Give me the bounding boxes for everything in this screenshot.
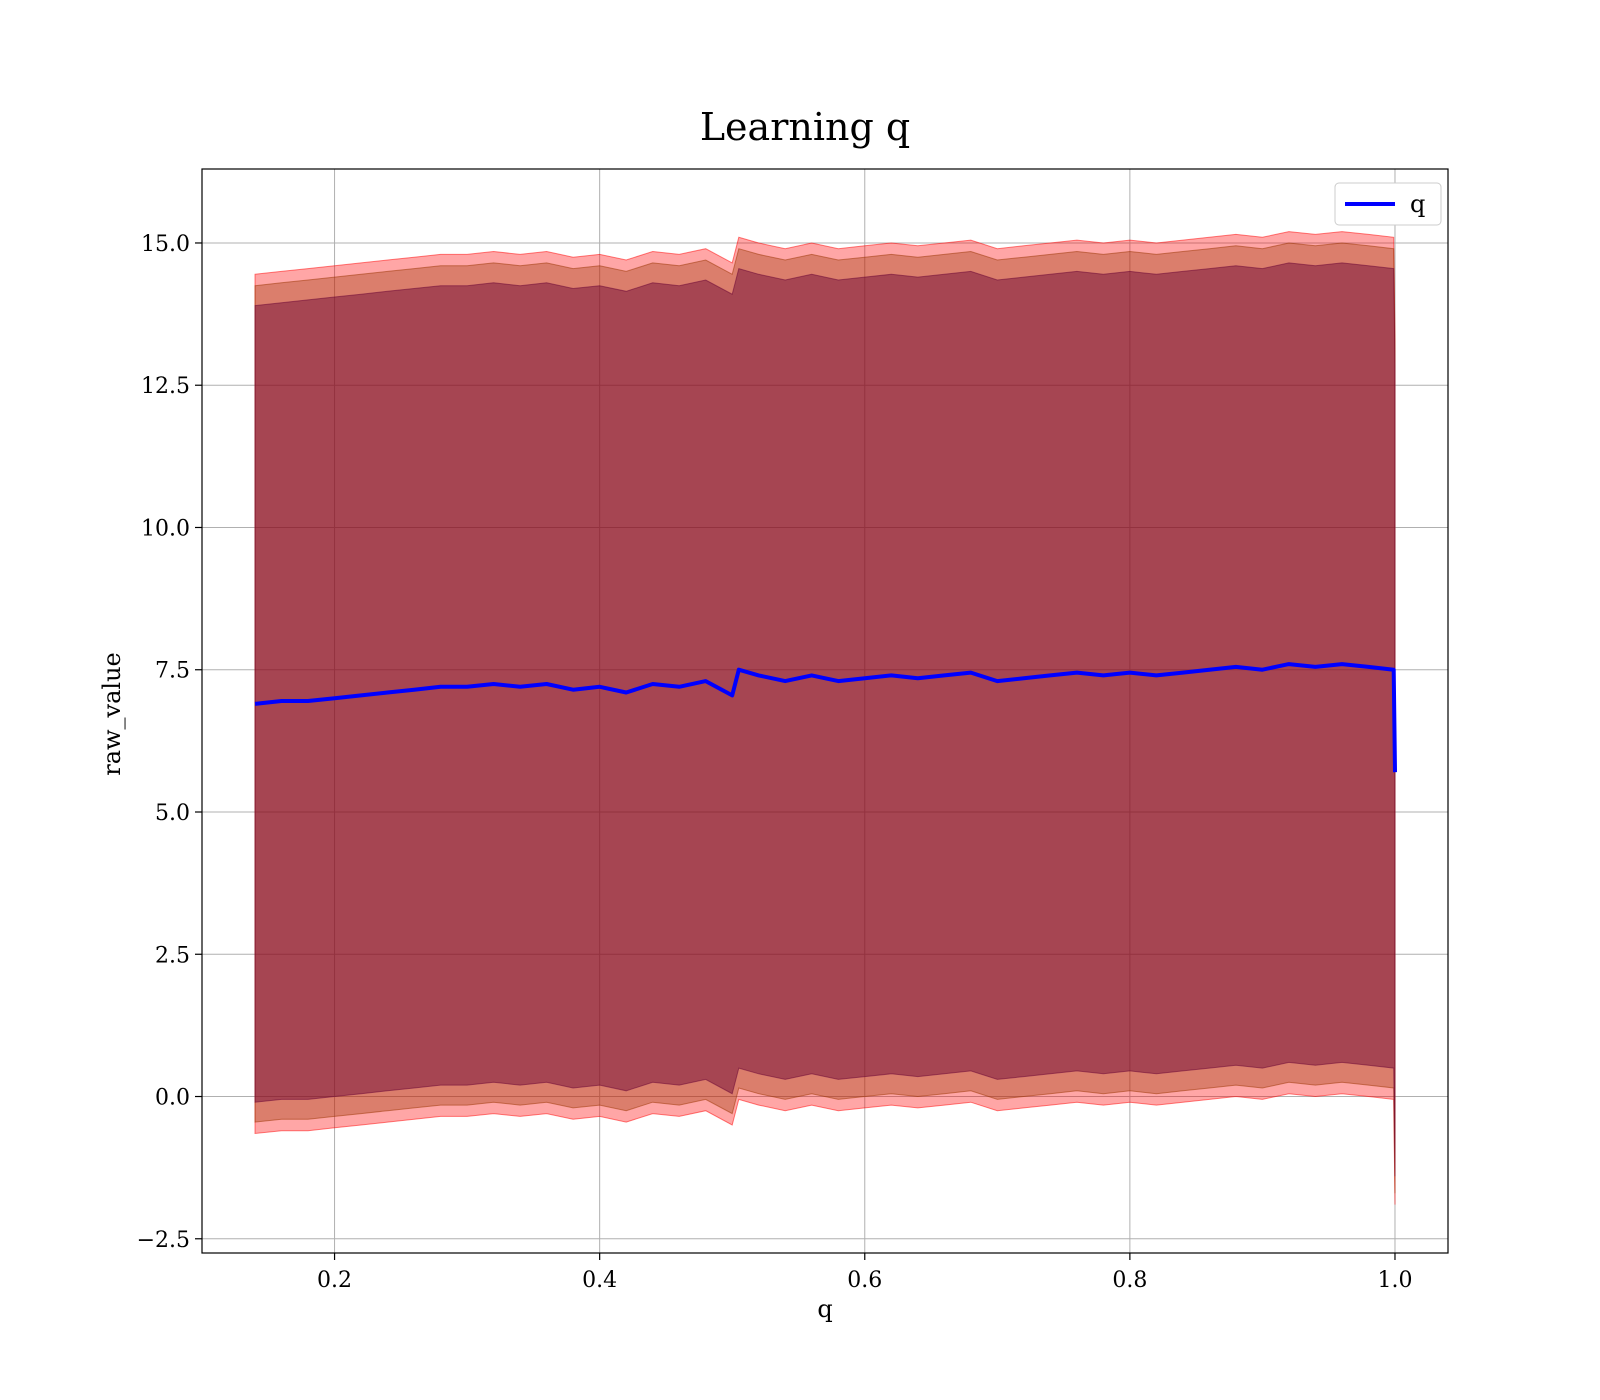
confidence-band-0 — [254, 231, 1396, 1205]
y-tick-label: 0.0 — [155, 1086, 190, 1111]
y-tick-label: 15.0 — [141, 232, 190, 257]
y-tick-label: 12.5 — [141, 374, 190, 399]
confidence-band-2 — [254, 262, 1396, 1177]
y-tick-label: −2.5 — [137, 1228, 190, 1253]
x-tick-label: 1.0 — [1377, 1268, 1412, 1293]
legend-label-q: q — [1410, 190, 1425, 218]
series-line-q — [254, 662, 1397, 773]
x-tick-label: 0.2 — [317, 1268, 352, 1293]
plot-area-frame — [201, 168, 1449, 1254]
y-tick-label: 2.5 — [155, 943, 190, 968]
x-axis-label: q — [817, 1295, 832, 1323]
x-axis-ticks: 0.2 0.4 0.6 0.8 1.0 — [317, 1253, 1412, 1293]
grid — [202, 169, 1448, 1253]
y-tick-label: 10.0 — [141, 516, 190, 541]
x-tick-label: 0.4 — [582, 1268, 617, 1293]
confidence-band-1 — [254, 242, 1396, 1194]
confidence-bands — [254, 231, 1396, 1205]
legend[interactable]: q — [1334, 182, 1442, 226]
y-tick-label: 7.5 — [155, 659, 190, 684]
x-tick-label: 0.8 — [1112, 1268, 1147, 1293]
y-tick-label: 5.0 — [155, 801, 190, 826]
x-tick-label: 0.6 — [847, 1268, 882, 1293]
y-axis-ticks: −2.5 0.0 2.5 5.0 7.5 10.0 12.5 15.0 — [137, 232, 202, 1253]
series-lines — [254, 662, 1397, 773]
y-axis-label: raw_value — [98, 652, 126, 776]
chart-title: Learning q — [700, 105, 910, 149]
